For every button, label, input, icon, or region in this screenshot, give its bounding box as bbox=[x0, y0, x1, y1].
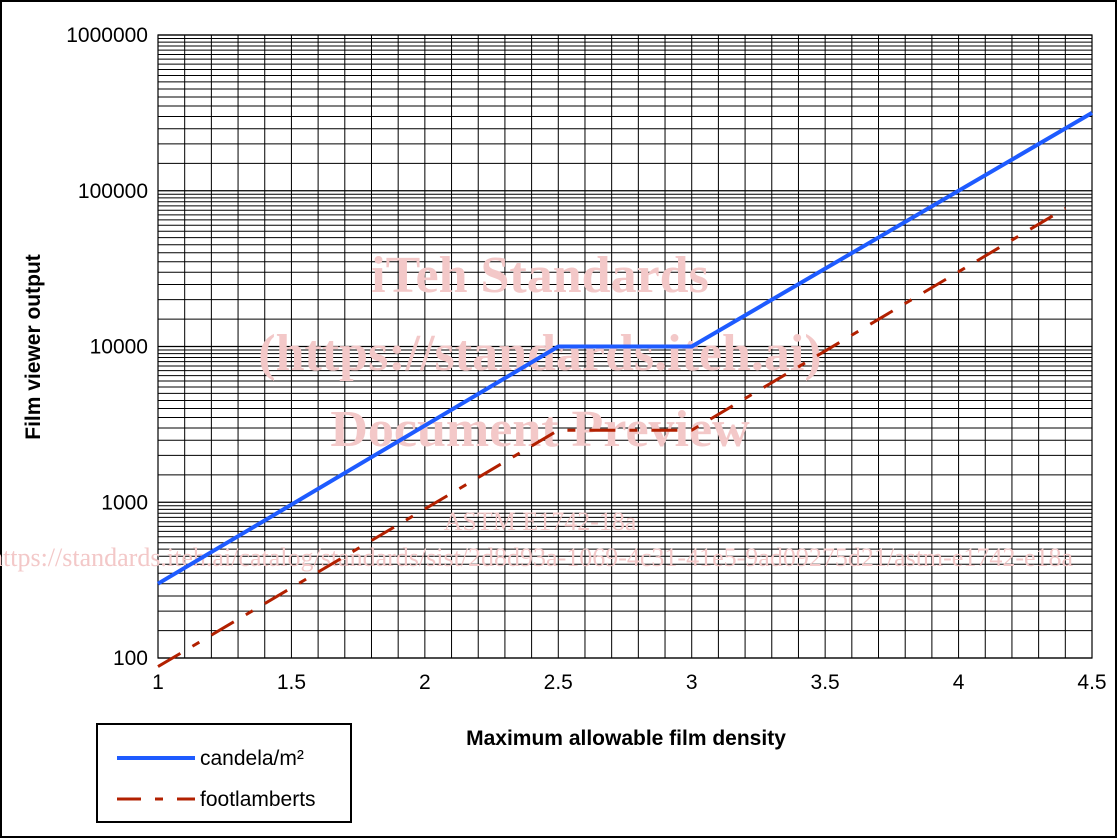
x-tick-label: 4.5 bbox=[1077, 671, 1106, 694]
y-tick-label: 100 bbox=[113, 647, 148, 670]
watermark-line-2: (https://standards.iteh.ai) bbox=[258, 325, 821, 382]
series-group bbox=[156, 111, 1094, 668]
y-tick-label: 1000000 bbox=[66, 24, 148, 47]
y-tick-label: 100000 bbox=[78, 180, 148, 203]
watermark-line-4: ASTM E1742-18a bbox=[444, 507, 637, 536]
x-tick-label: 3.5 bbox=[811, 671, 840, 694]
series-line-candela bbox=[156, 111, 1094, 586]
legend-label-footlamberts: footlamberts bbox=[200, 788, 316, 811]
legend: candela/m² footlamberts bbox=[96, 723, 352, 823]
x-tick-label: 3 bbox=[686, 671, 698, 694]
x-tick-label: 2 bbox=[419, 671, 431, 694]
legend-box bbox=[96, 723, 352, 823]
legend-label-candela: candela/m² bbox=[200, 747, 304, 770]
watermark-line-3: Document Preview bbox=[330, 401, 750, 458]
y-tick-label: 1000 bbox=[101, 491, 148, 514]
x-tick-label: 1.5 bbox=[277, 671, 306, 694]
watermark: iTeh Standards (https://standards.iteh.a… bbox=[0, 247, 1074, 572]
y-tick-label: 10000 bbox=[90, 336, 148, 359]
x-tick-label: 1 bbox=[152, 671, 164, 694]
tick-labels: 1 1.5 2 2.5 3 3.5 4 4.5 100 1000 10000 100000 100000… bbox=[66, 24, 1106, 694]
grid-lines bbox=[157, 34, 1093, 659]
watermark-line-1: iTeh Standards bbox=[371, 247, 709, 304]
x-tick-label: 2.5 bbox=[544, 671, 573, 694]
x-tick-label: 4 bbox=[953, 671, 965, 694]
series-line-footlamberts bbox=[157, 207, 1067, 668]
x-axis-title: Maximum allowable film density bbox=[466, 727, 786, 750]
y-axis-title: Film viewer output bbox=[22, 254, 45, 440]
watermark-line-5: https://standards.iteh.ai/catalog/standa… bbox=[0, 543, 1074, 572]
